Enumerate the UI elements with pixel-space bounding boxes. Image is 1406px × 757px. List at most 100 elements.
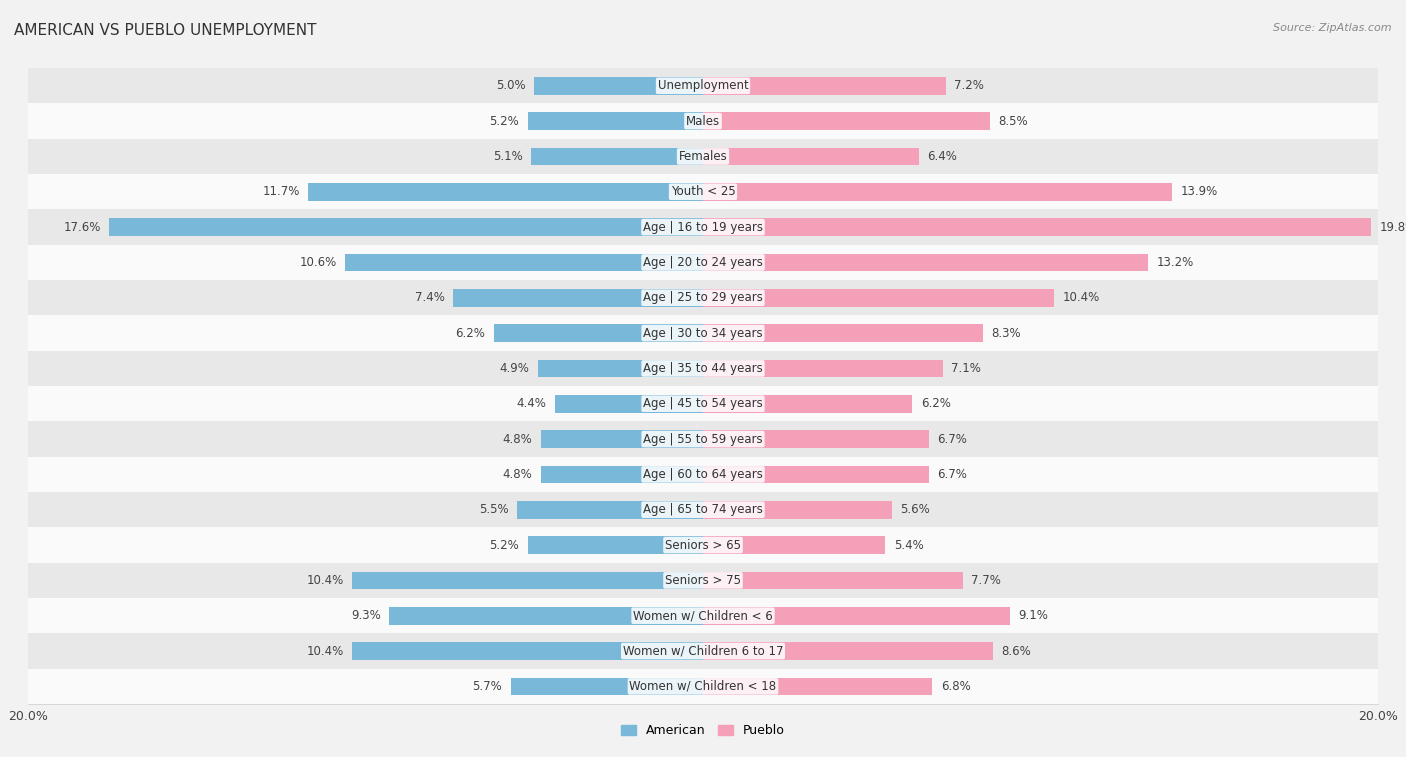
Text: 7.4%: 7.4% xyxy=(415,291,444,304)
Text: 17.6%: 17.6% xyxy=(63,220,101,234)
Text: 5.5%: 5.5% xyxy=(479,503,509,516)
Text: Women w/ Children 6 to 17: Women w/ Children 6 to 17 xyxy=(623,644,783,658)
Text: 8.6%: 8.6% xyxy=(1001,644,1032,658)
Text: Age | 65 to 74 years: Age | 65 to 74 years xyxy=(643,503,763,516)
Bar xyxy=(352,572,703,589)
Bar xyxy=(28,422,1378,456)
Bar xyxy=(703,572,963,589)
Bar xyxy=(703,536,886,554)
Bar xyxy=(28,174,1378,210)
Bar xyxy=(703,324,983,342)
Bar xyxy=(308,183,703,201)
Text: 10.4%: 10.4% xyxy=(307,644,343,658)
Bar xyxy=(703,254,1149,271)
Text: 5.6%: 5.6% xyxy=(900,503,931,516)
Bar xyxy=(541,466,703,483)
Text: Females: Females xyxy=(679,150,727,163)
Bar xyxy=(28,280,1378,316)
Text: Youth < 25: Youth < 25 xyxy=(671,185,735,198)
Text: Age | 35 to 44 years: Age | 35 to 44 years xyxy=(643,362,763,375)
Text: 6.2%: 6.2% xyxy=(921,397,950,410)
Bar xyxy=(28,492,1378,528)
Text: 6.4%: 6.4% xyxy=(928,150,957,163)
Text: 10.4%: 10.4% xyxy=(307,574,343,587)
Text: Age | 25 to 29 years: Age | 25 to 29 years xyxy=(643,291,763,304)
Bar xyxy=(703,430,929,448)
Text: AMERICAN VS PUEBLO UNEMPLOYMENT: AMERICAN VS PUEBLO UNEMPLOYMENT xyxy=(14,23,316,38)
Text: 5.4%: 5.4% xyxy=(894,538,924,552)
Text: Women w/ Children < 18: Women w/ Children < 18 xyxy=(630,680,776,693)
Bar xyxy=(110,218,703,236)
Legend: American, Pueblo: American, Pueblo xyxy=(616,719,790,743)
Text: 8.5%: 8.5% xyxy=(998,114,1028,128)
Text: Seniors > 75: Seniors > 75 xyxy=(665,574,741,587)
Text: 13.2%: 13.2% xyxy=(1157,256,1194,269)
Bar xyxy=(28,245,1378,280)
Bar xyxy=(28,386,1378,422)
Text: 4.9%: 4.9% xyxy=(499,362,529,375)
Bar xyxy=(28,528,1378,562)
Bar xyxy=(28,210,1378,245)
Text: Women w/ Children < 6: Women w/ Children < 6 xyxy=(633,609,773,622)
Bar xyxy=(703,77,946,95)
Bar xyxy=(346,254,703,271)
Bar xyxy=(703,183,1173,201)
Bar xyxy=(28,562,1378,598)
Text: 6.7%: 6.7% xyxy=(938,432,967,446)
Text: 7.2%: 7.2% xyxy=(955,79,984,92)
Text: 11.7%: 11.7% xyxy=(263,185,299,198)
Bar xyxy=(389,607,703,625)
Text: Males: Males xyxy=(686,114,720,128)
Bar xyxy=(703,642,993,660)
Text: 5.1%: 5.1% xyxy=(492,150,523,163)
Bar xyxy=(703,112,990,130)
Text: 6.2%: 6.2% xyxy=(456,326,485,340)
Bar xyxy=(28,316,1378,350)
Bar xyxy=(352,642,703,660)
Text: 9.3%: 9.3% xyxy=(352,609,381,622)
Bar xyxy=(703,607,1010,625)
Text: 5.2%: 5.2% xyxy=(489,114,519,128)
Text: Age | 60 to 64 years: Age | 60 to 64 years xyxy=(643,468,763,481)
Text: 19.8%: 19.8% xyxy=(1379,220,1406,234)
Bar xyxy=(537,360,703,377)
Text: 10.4%: 10.4% xyxy=(1063,291,1099,304)
Bar xyxy=(453,289,703,307)
Bar xyxy=(531,148,703,165)
Text: 7.1%: 7.1% xyxy=(950,362,981,375)
Text: 6.7%: 6.7% xyxy=(938,468,967,481)
Bar xyxy=(703,395,912,413)
Bar xyxy=(703,501,891,519)
Bar xyxy=(28,350,1378,386)
Text: 5.0%: 5.0% xyxy=(496,79,526,92)
Bar xyxy=(28,139,1378,174)
Text: Age | 30 to 34 years: Age | 30 to 34 years xyxy=(643,326,763,340)
Text: 4.8%: 4.8% xyxy=(503,432,533,446)
Text: 5.7%: 5.7% xyxy=(472,680,502,693)
Bar xyxy=(703,289,1054,307)
Text: 10.6%: 10.6% xyxy=(299,256,337,269)
Text: Unemployment: Unemployment xyxy=(658,79,748,92)
Text: Age | 45 to 54 years: Age | 45 to 54 years xyxy=(643,397,763,410)
Bar xyxy=(703,466,929,483)
Text: 4.4%: 4.4% xyxy=(516,397,546,410)
Text: 4.8%: 4.8% xyxy=(503,468,533,481)
Text: 13.9%: 13.9% xyxy=(1181,185,1218,198)
Text: Age | 16 to 19 years: Age | 16 to 19 years xyxy=(643,220,763,234)
Text: Source: ZipAtlas.com: Source: ZipAtlas.com xyxy=(1274,23,1392,33)
Bar xyxy=(517,501,703,519)
Bar xyxy=(703,678,932,695)
Bar xyxy=(703,218,1371,236)
Text: 9.1%: 9.1% xyxy=(1018,609,1049,622)
Text: 6.8%: 6.8% xyxy=(941,680,970,693)
Text: Age | 55 to 59 years: Age | 55 to 59 years xyxy=(643,432,763,446)
Bar xyxy=(527,112,703,130)
Bar xyxy=(554,395,703,413)
Bar xyxy=(28,104,1378,139)
Bar xyxy=(534,77,703,95)
Text: Age | 20 to 24 years: Age | 20 to 24 years xyxy=(643,256,763,269)
Text: Seniors > 65: Seniors > 65 xyxy=(665,538,741,552)
Text: 7.7%: 7.7% xyxy=(972,574,1001,587)
Bar xyxy=(28,598,1378,634)
Bar xyxy=(527,536,703,554)
